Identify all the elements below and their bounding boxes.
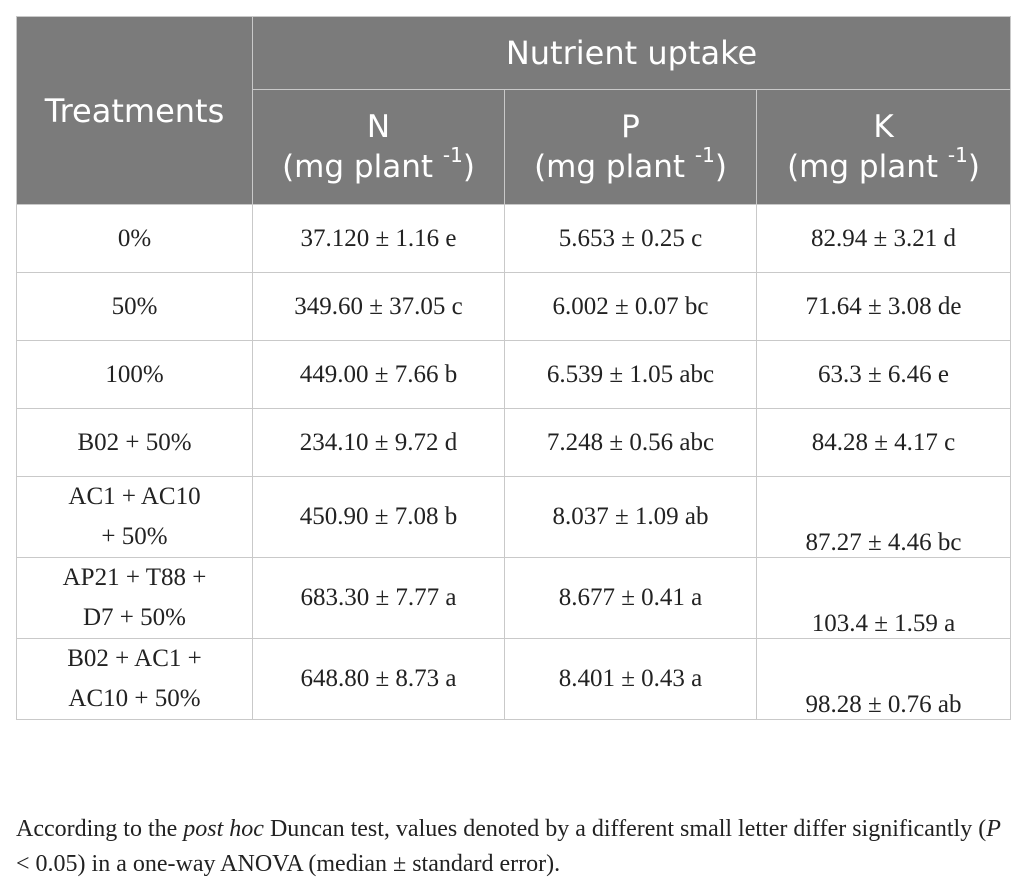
header-row-bottom: N (mg plant -1) P (mg plant -1) K (mg pl…	[17, 89, 1011, 205]
n-value-cell: 450.90 ± 7.08 b	[252, 476, 505, 558]
k-unit: (mg plant -1)	[787, 142, 980, 185]
treatment-line: AC1 + AC10	[68, 483, 201, 510]
k-column-header: K (mg plant -1)	[756, 89, 1011, 205]
k-value-cell: 71.64 ± 3.08 de	[756, 272, 1011, 341]
k-value-cell: 84.28 ± 4.17 c	[756, 408, 1011, 477]
table-header: Treatments Nutrient uptake N (mg plant -…	[16, 16, 1011, 205]
n-column-header: N (mg plant -1)	[252, 89, 505, 205]
n-value-cell: 349.60 ± 37.05 c	[252, 272, 505, 341]
treatment-cell: AC1 + AC10 + 50%	[16, 476, 253, 558]
treatment-line: + 50%	[101, 523, 168, 550]
p-value-cell: 8.401 ± 0.43 a	[504, 638, 757, 720]
treatment-cell: 0%	[16, 204, 253, 273]
nutrient-uptake-table: Treatments Nutrient uptake N (mg plant -…	[16, 16, 1011, 720]
table-row: 0% 37.120 ± 1.16 e 5.653 ± 0.25 c 82.94 …	[16, 204, 1011, 273]
treatment-line: AC10 + 50%	[68, 685, 201, 712]
n-value-cell: 683.30 ± 7.77 a	[252, 557, 505, 639]
treatment-cell: 100%	[16, 340, 253, 409]
table-row: 50% 349.60 ± 37.05 c 6.002 ± 0.07 bc 71.…	[16, 272, 1011, 341]
table-row: AP21 + T88 + D7 + 50% 683.30 ± 7.77 a 8.…	[16, 557, 1011, 639]
n-unit: (mg plant -1)	[282, 142, 475, 185]
k-symbol: K	[873, 109, 894, 145]
p-value-cell: 8.037 ± 1.09 ab	[504, 476, 757, 558]
treatments-header: Treatments	[16, 16, 253, 205]
p-value-cell: 6.539 ± 1.05 abc	[504, 340, 757, 409]
treatment-line: D7 + 50%	[83, 604, 186, 631]
p-value-cell: 5.653 ± 0.25 c	[504, 204, 757, 273]
k-value-cell: 87.27 ± 4.46 bc	[756, 476, 1011, 558]
treatment-cell: AP21 + T88 + D7 + 50%	[16, 557, 253, 639]
treatment-line: B02 + AC1 +	[67, 645, 202, 672]
k-value-cell: 63.3 ± 6.46 e	[756, 340, 1011, 409]
p-column-header: P (mg plant -1)	[504, 89, 757, 205]
n-value-cell: 449.00 ± 7.66 b	[252, 340, 505, 409]
table-footnote: According to the post hoc Duncan test, v…	[16, 816, 1001, 877]
k-value-cell: 98.28 ± 0.76 ab	[756, 638, 1011, 720]
k-value-cell: 82.94 ± 3.21 d	[756, 204, 1011, 273]
treatment-cell: 50%	[16, 272, 253, 341]
table-row: B02 + 50% 234.10 ± 9.72 d 7.248 ± 0.56 a…	[16, 408, 1011, 477]
nutrient-uptake-header: Nutrient uptake	[252, 16, 1011, 90]
n-symbol: N	[366, 109, 391, 145]
header-row-top: Treatments Nutrient uptake	[16, 16, 1011, 205]
n-value-cell: 37.120 ± 1.16 e	[252, 204, 505, 273]
treatment-cell: B02 + 50%	[16, 408, 253, 477]
n-value-cell: 648.80 ± 8.73 a	[252, 638, 505, 720]
p-value-cell: 8.677 ± 0.41 a	[504, 557, 757, 639]
table-row: AC1 + AC10 + 50% 450.90 ± 7.08 b 8.037 ±…	[16, 476, 1011, 558]
table-row: 100% 449.00 ± 7.66 b 6.539 ± 1.05 abc 63…	[16, 340, 1011, 409]
table-body: 0% 37.120 ± 1.16 e 5.653 ± 0.25 c 82.94 …	[16, 204, 1011, 720]
n-value-cell: 234.10 ± 9.72 d	[252, 408, 505, 477]
k-value-cell: 103.4 ± 1.59 a	[756, 557, 1011, 639]
p-value-cell: 6.002 ± 0.07 bc	[504, 272, 757, 341]
p-symbol: P	[621, 109, 640, 145]
p-value-cell: 7.248 ± 0.56 abc	[504, 408, 757, 477]
treatment-cell: B02 + AC1 + AC10 + 50%	[16, 638, 253, 720]
table-row: B02 + AC1 + AC10 + 50% 648.80 ± 8.73 a 8…	[16, 638, 1011, 720]
treatment-line: AP21 + T88 +	[62, 564, 207, 591]
p-unit: (mg plant -1)	[534, 142, 727, 185]
